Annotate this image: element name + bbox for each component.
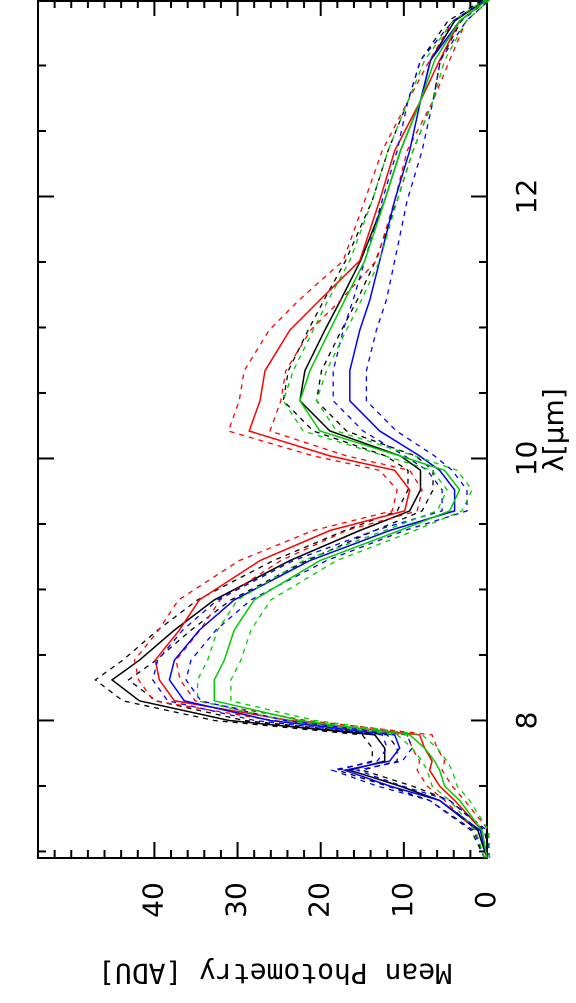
y-tick-label: 0 <box>469 891 502 909</box>
error-bound-line <box>151 0 486 859</box>
error-bound-line <box>175 0 491 859</box>
y-tick-label: 20 <box>303 882 336 918</box>
y-tick-label: 30 <box>220 882 253 918</box>
x-axis-label: λ[μm] <box>537 388 570 472</box>
error-bound-line <box>127 0 491 859</box>
error-bound-line <box>94 0 486 859</box>
y-tick-label: 40 <box>136 882 169 918</box>
error-bound-line <box>230 0 491 859</box>
data-line <box>213 0 488 859</box>
x-tick-label: 12 <box>510 179 543 215</box>
error-bound-line <box>133 0 486 859</box>
y-tick-label: 10 <box>386 882 419 918</box>
error-bound-line <box>185 0 491 859</box>
x-tick-label: 10 <box>510 441 543 477</box>
data-line <box>110 0 488 859</box>
error-bound-line <box>196 0 486 859</box>
data-line <box>154 0 488 859</box>
data-line <box>168 0 488 859</box>
x-tick-label: 8 <box>510 712 543 730</box>
y-axis-label: Mean Photometry [ADU] <box>98 957 452 990</box>
plot-frame <box>37 0 488 859</box>
